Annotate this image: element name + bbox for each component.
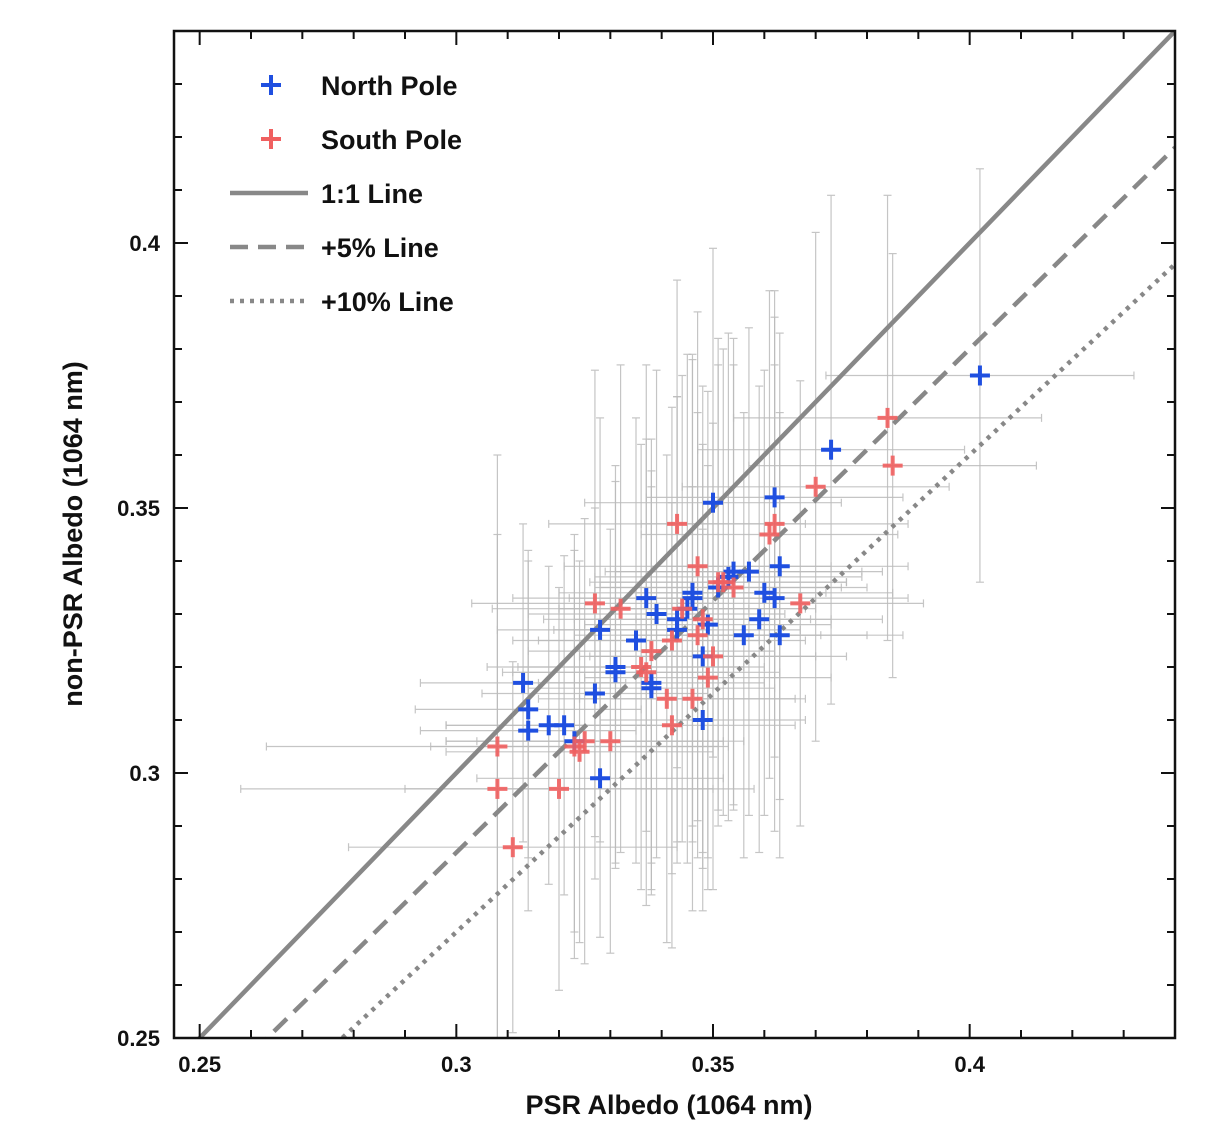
south-pole-point: [805, 476, 826, 497]
north-pole-point: [821, 439, 842, 460]
x-tick-label: 0.3: [441, 1052, 472, 1077]
reference-line-solid: [196, 31, 1175, 1038]
south-pole-point: [661, 630, 682, 651]
south-pole-point: [487, 778, 508, 799]
north-pole-point: [769, 556, 790, 577]
north-pole-point: [590, 768, 611, 789]
legend-marker: [261, 75, 281, 95]
south-pole-point: [487, 736, 508, 757]
south-pole-point: [549, 778, 569, 799]
legend-label: South Pole: [321, 125, 462, 155]
plot-area: [196, 31, 1175, 1038]
x-tick-label: 0.25: [178, 1052, 221, 1077]
south-pole-point: [641, 641, 662, 662]
south-pole-point: [600, 731, 621, 752]
south-pole-point: [882, 455, 903, 476]
x-tick-labels: 0.25 0.3 0.35 0.4: [178, 1052, 985, 1077]
north-pole-point: [738, 561, 759, 582]
south-pole-point: [703, 646, 723, 667]
legend-label: North Pole: [321, 71, 458, 101]
axis-ticks: [174, 30, 1176, 1039]
south-pole-point: [877, 407, 898, 428]
legend-label: 1:1 Line: [321, 179, 423, 209]
south-pole-point: [790, 593, 811, 614]
north-pole-point: [513, 672, 534, 693]
north-pole-point: [636, 588, 657, 609]
south-pole-point: [569, 741, 590, 762]
south-pole-point: [682, 688, 703, 709]
north-pole-point: [749, 609, 770, 630]
north-pole-point: [969, 365, 990, 386]
south-pole-point: [697, 667, 718, 688]
south-pole-point: [764, 513, 785, 534]
y-tick-label: 0.4: [129, 231, 160, 256]
south-pole-point: [687, 556, 708, 577]
north-pole-point: [646, 604, 667, 624]
south-pole-point: [584, 593, 605, 614]
legend-item: 1:1 Line: [230, 179, 423, 209]
y-tick-label: 0.25: [117, 1026, 160, 1051]
north-pole-point: [764, 487, 785, 508]
y-axis-title: non-PSR Albedo (1064 nm): [58, 361, 88, 707]
north-pole-point: [764, 588, 785, 609]
south-pole-point: [687, 625, 708, 646]
legend-label: +10% Line: [321, 287, 454, 317]
north-pole-point: [518, 699, 539, 720]
x-axis-title: PSR Albedo (1064 nm): [525, 1090, 812, 1120]
y-tick-label: 0.3: [129, 761, 160, 786]
north-pole-point: [703, 492, 723, 513]
north-pole-point: [641, 678, 662, 699]
north-pole-point: [733, 625, 754, 646]
south-pole-point: [713, 572, 734, 593]
south-pole-point: [661, 715, 682, 736]
legend-item: +10% Line: [230, 287, 454, 317]
north-pole-point: [590, 619, 611, 640]
south-pole-point: [636, 662, 657, 683]
legend-item: +5% Line: [230, 233, 439, 263]
north-pole-point: [754, 582, 775, 603]
north-pole-point: [554, 715, 575, 736]
north-pole-point: [605, 662, 626, 683]
south-pole-point: [502, 837, 523, 858]
legend-marker: [261, 129, 281, 149]
north-pole-point: [682, 582, 703, 603]
north-pole-point: [626, 630, 646, 651]
x-tick-label: 0.4: [954, 1052, 985, 1077]
x-tick-label: 0.35: [692, 1052, 735, 1077]
north-pole-point: [667, 609, 688, 630]
plot-frame: [172, 29, 1177, 1040]
south-pole-point: [667, 513, 688, 534]
south-pole-point: [574, 731, 595, 752]
south-pole-point: [656, 688, 677, 709]
legend: North Pole South Pole 1:1 Line +5% Line +10%…: [230, 71, 462, 317]
legend-item: South Pole: [261, 125, 462, 155]
reference-line-dotted: [338, 262, 1175, 1038]
north-pole-point: [584, 683, 605, 704]
north-pole-point: [769, 625, 790, 646]
south-pole-point: [610, 598, 631, 619]
data-markers: [487, 365, 990, 858]
north-pole-point: [518, 720, 539, 741]
legend-label: +5% Line: [321, 233, 439, 263]
south-pole-point: [723, 577, 744, 598]
north-pole-point: [692, 710, 713, 730]
south-pole-point: [692, 609, 713, 630]
y-tick-label: 0.35: [117, 496, 160, 521]
y-tick-labels: 0.25 0.3 0.35 0.4: [117, 231, 161, 1051]
south-pole-point: [672, 598, 693, 619]
south-pole-point: [759, 524, 780, 545]
legend-item: North Pole: [261, 71, 458, 101]
